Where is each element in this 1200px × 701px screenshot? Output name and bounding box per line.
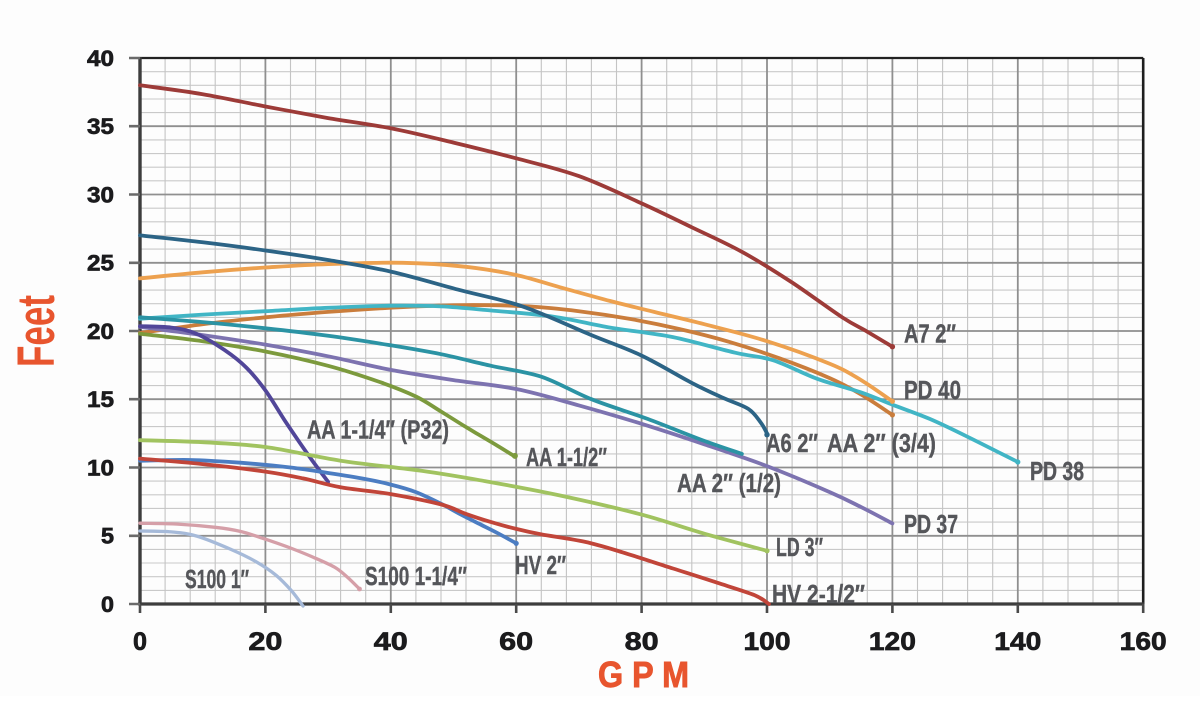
svg-text:S100 1″: S100 1″ [185, 564, 249, 594]
svg-text:20: 20 [248, 628, 282, 656]
svg-text:40: 40 [87, 46, 114, 71]
svg-text:A7 2″: A7 2″ [904, 319, 956, 349]
svg-text:PD 37: PD 37 [904, 509, 958, 539]
svg-text:0: 0 [101, 592, 114, 617]
svg-text:AA 2″ (1/2): AA 2″ (1/2) [677, 468, 781, 498]
svg-text:60: 60 [499, 628, 533, 656]
svg-text:35: 35 [87, 114, 114, 139]
svg-text:100: 100 [744, 628, 791, 656]
svg-text:80: 80 [625, 628, 659, 656]
svg-text:AA 1-1/2″: AA 1-1/2″ [526, 442, 607, 472]
svg-text:25: 25 [87, 251, 114, 276]
svg-text:AA 2″ (3/4): AA 2″ (3/4) [827, 428, 936, 458]
svg-text:20: 20 [87, 319, 114, 344]
svg-text:15: 15 [87, 387, 114, 412]
svg-text:A6 2″: A6 2″ [766, 428, 818, 458]
svg-text:S100 1-1/4″: S100 1-1/4″ [365, 561, 467, 591]
svg-text:30: 30 [87, 182, 114, 207]
svg-text:HV 2″: HV 2″ [515, 550, 566, 580]
svg-text:10: 10 [87, 455, 114, 480]
svg-text:40: 40 [374, 628, 408, 656]
svg-text:HV 2-1/2″: HV 2-1/2″ [772, 579, 865, 609]
svg-text:140: 140 [994, 628, 1041, 656]
svg-text:Feet: Feet [7, 295, 66, 367]
svg-text:PD 40: PD 40 [904, 375, 961, 405]
svg-text:G P M: G P M [598, 654, 689, 695]
svg-text:AA 1-1/4″ (P32): AA 1-1/4″ (P32) [307, 415, 449, 445]
svg-text:5: 5 [101, 524, 114, 549]
svg-text:120: 120 [869, 628, 916, 656]
svg-text:0: 0 [133, 628, 147, 656]
svg-text:160: 160 [1120, 628, 1167, 656]
svg-text:PD 38: PD 38 [1030, 456, 1084, 486]
svg-text:LD 3″: LD 3″ [776, 532, 823, 562]
